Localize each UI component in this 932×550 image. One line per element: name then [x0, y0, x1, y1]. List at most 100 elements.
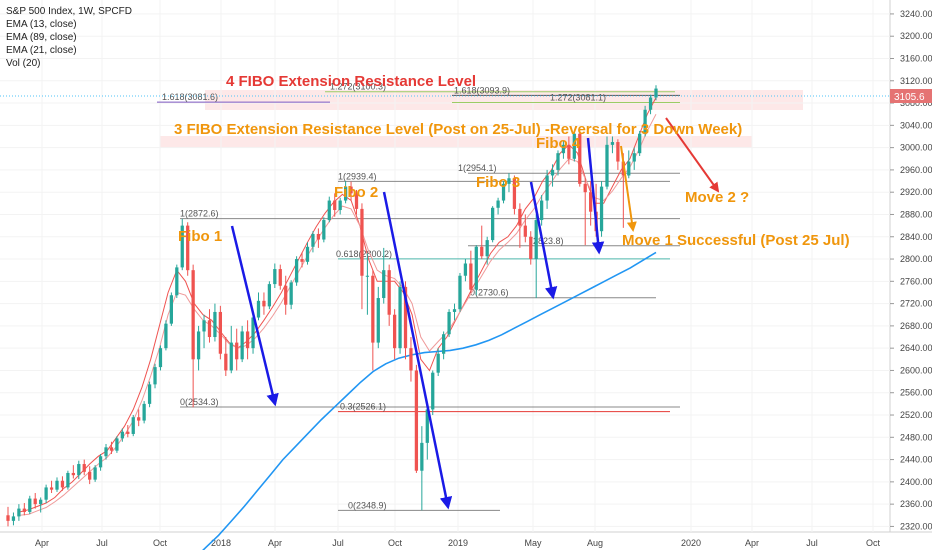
candle-body	[333, 200, 337, 211]
candle-body	[191, 270, 195, 360]
y-tick-label: 2840.00	[900, 232, 932, 242]
candle-body	[648, 97, 653, 110]
candle-body	[545, 175, 549, 201]
candle-body	[273, 269, 277, 285]
y-tick-label: 3200.00	[900, 31, 932, 41]
candle-body	[289, 282, 293, 305]
candle-body	[458, 275, 462, 310]
candle-body	[425, 409, 429, 443]
candle-body	[414, 370, 419, 471]
candle-body	[305, 246, 310, 262]
candle-body	[17, 508, 21, 517]
candle-body	[93, 467, 97, 480]
candle-body	[523, 225, 527, 237]
grid	[0, 0, 890, 532]
candle-body	[376, 298, 380, 343]
fibo-1-arrow	[230, 225, 279, 407]
candle-body	[180, 225, 184, 268]
x-tick-label: Oct	[153, 538, 168, 548]
candle-body	[627, 161, 631, 176]
indicator-ema-21: EMA (21, close)	[6, 45, 77, 56]
ema-21-line	[19, 113, 657, 516]
indicator-vol-20: Vol (20)	[6, 58, 40, 69]
candle-body	[496, 200, 500, 208]
annotation-fibo-ext-4: 4 FIBO Extension Resistance Level	[226, 73, 476, 90]
candles	[6, 85, 658, 527]
candle-body	[616, 142, 620, 162]
candle-body	[98, 456, 103, 468]
y-tick-label: 3040.00	[900, 120, 932, 130]
candle-body	[196, 331, 201, 360]
fib-label: 0.3(2526.1)	[340, 402, 386, 412]
annotation-fibo-1: Fibo 1	[178, 228, 222, 245]
fib-label: 1(2954.1)	[458, 163, 497, 173]
x-tick-label: Apr	[35, 538, 49, 548]
move-1-arrow	[620, 145, 637, 232]
time-axis: Apr Jul Oct 2018 Apr Jul Oct 2019 May Aug 2020 Apr J…	[35, 538, 881, 548]
candle-body	[556, 153, 560, 170]
candle-body	[60, 480, 65, 488]
candle-body	[115, 438, 119, 451]
fib-label: 1.272(3081.1)	[550, 92, 606, 102]
fibo-4-arrow	[586, 137, 605, 255]
candle-body	[109, 447, 114, 451]
candle-body	[245, 331, 250, 349]
resistance-zone-3	[160, 136, 752, 148]
candle-body	[371, 275, 375, 343]
y-tick-label: 3120.00	[900, 76, 932, 86]
candle-body	[175, 267, 179, 296]
candle-body	[485, 240, 489, 257]
y-tick-label: 2400.00	[900, 477, 932, 487]
arrows	[230, 117, 720, 510]
candle-body	[610, 142, 615, 145]
candle-body	[382, 270, 386, 299]
ema-13-line	[19, 97, 657, 513]
y-tick-label: 2560.00	[900, 388, 932, 398]
candle-body	[403, 286, 408, 349]
chart-title: S&P 500 Index, 1W, SPCFD	[6, 6, 132, 17]
fib-label: 0(2730.6)	[470, 288, 509, 298]
candle-body	[452, 309, 457, 312]
y-tick-label: 3240.00	[900, 9, 932, 19]
candle-body	[441, 334, 446, 354]
candle-body	[262, 300, 266, 307]
fib-label: 1(2872.6)	[180, 209, 219, 219]
x-tick-label: Aug	[587, 538, 603, 548]
candle-body	[392, 314, 397, 349]
annotation-fibo-4: Fibo 4	[536, 135, 581, 152]
candle-body	[224, 353, 228, 371]
x-tick-label: Jul	[332, 538, 344, 548]
x-tick-label: Jul	[96, 538, 108, 548]
candle-body	[11, 516, 16, 521]
fibo-2-arrow	[382, 191, 453, 510]
last-price-badge	[890, 89, 932, 103]
x-tick-label: Apr	[268, 538, 282, 548]
candle-body	[71, 472, 75, 476]
candle-body	[240, 331, 244, 360]
candle-body	[229, 342, 233, 371]
candle-body	[398, 286, 402, 349]
candle-body	[491, 207, 495, 241]
fibo-3-arrow	[529, 181, 558, 300]
x-tick-label: 2018	[211, 538, 231, 548]
candle-body	[28, 498, 32, 512]
candle-body	[235, 342, 239, 360]
annotation-move-1: Move 1 Successful (Post 25 Jul)	[622, 232, 850, 249]
candle-body	[338, 200, 342, 211]
y-tick-label: 3000.00	[900, 143, 932, 153]
candle-body	[6, 515, 10, 521]
candle-body	[599, 186, 604, 232]
candle-body	[529, 236, 533, 260]
candle-body	[365, 275, 370, 277]
y-tick-label: 3080.00	[900, 98, 932, 108]
candle-body	[202, 320, 206, 332]
y-tick-label: 2720.00	[900, 299, 932, 309]
candle-body	[88, 471, 92, 480]
candle-body	[572, 133, 576, 159]
candle-body	[583, 183, 587, 193]
candle-body	[474, 246, 478, 290]
candle-body	[447, 311, 451, 335]
candle-body	[147, 384, 152, 404]
x-tick-label: Jul	[806, 538, 818, 548]
candle-body	[480, 246, 484, 257]
